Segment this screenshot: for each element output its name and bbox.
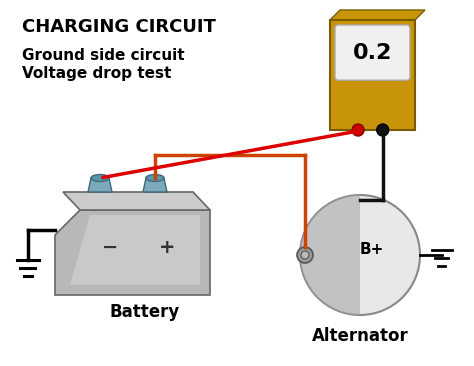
Text: Battery: Battery — [110, 303, 180, 321]
Text: Ground side circuit: Ground side circuit — [22, 48, 185, 63]
Text: Voltage drop test: Voltage drop test — [22, 66, 172, 81]
Text: CHARGING CIRCUIT: CHARGING CIRCUIT — [22, 18, 216, 36]
Text: 0.2: 0.2 — [353, 42, 392, 63]
Circle shape — [301, 251, 309, 259]
Text: B+: B+ — [360, 243, 384, 258]
Polygon shape — [330, 10, 425, 20]
Text: +: + — [159, 238, 175, 257]
Polygon shape — [55, 210, 210, 295]
Circle shape — [377, 124, 389, 136]
FancyBboxPatch shape — [330, 20, 415, 130]
Polygon shape — [63, 192, 210, 210]
Polygon shape — [70, 215, 200, 285]
Polygon shape — [300, 195, 360, 315]
Text: −: − — [102, 238, 118, 257]
Circle shape — [300, 195, 420, 315]
Polygon shape — [143, 178, 167, 192]
Circle shape — [352, 124, 364, 136]
Ellipse shape — [146, 175, 164, 182]
Circle shape — [297, 247, 313, 263]
Polygon shape — [88, 178, 112, 192]
Text: Alternator: Alternator — [311, 327, 409, 345]
FancyBboxPatch shape — [335, 25, 410, 80]
Ellipse shape — [91, 175, 109, 182]
